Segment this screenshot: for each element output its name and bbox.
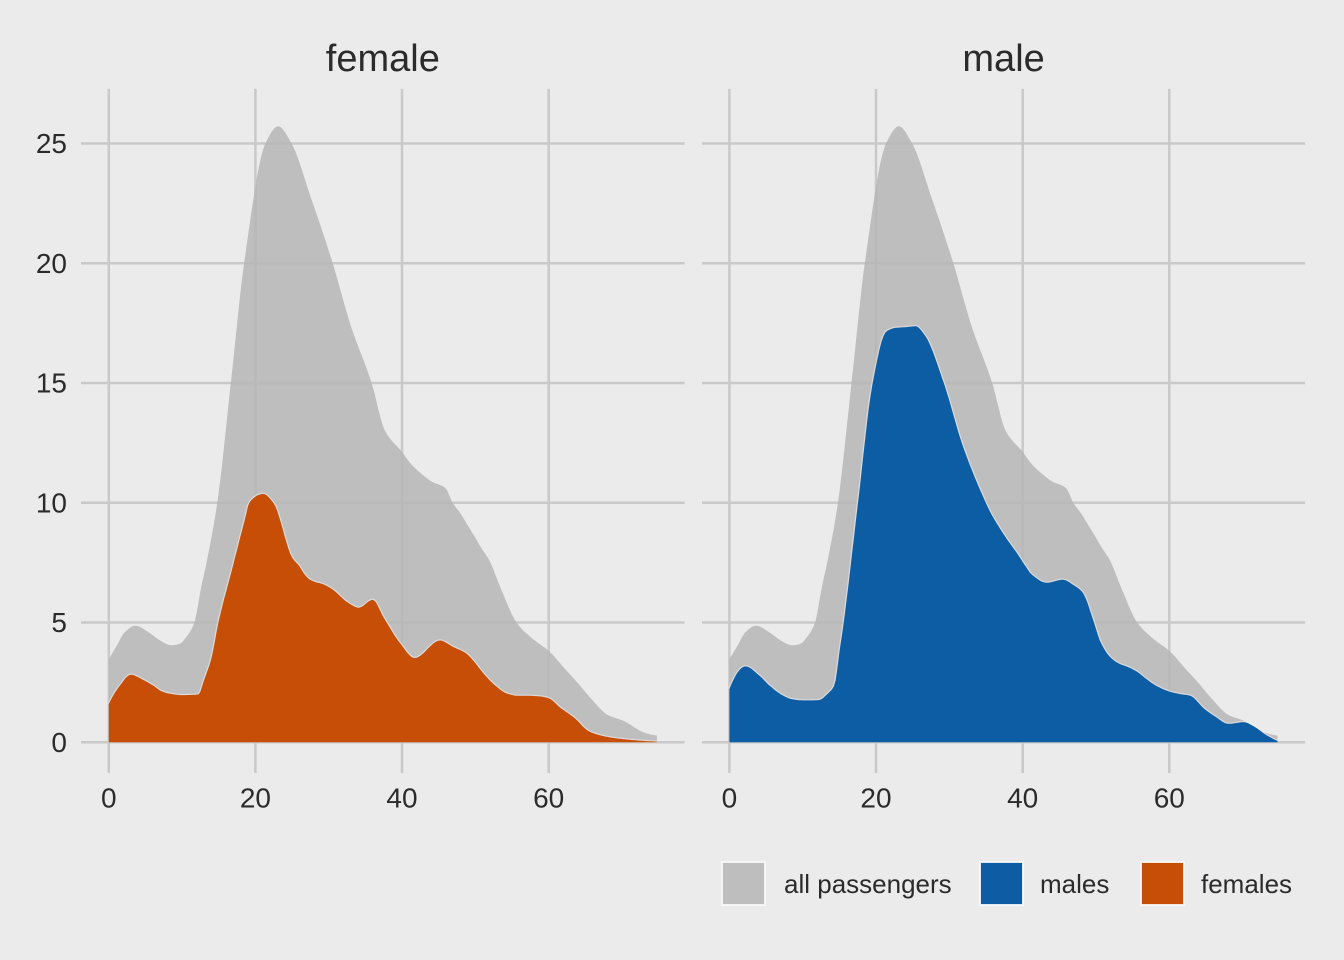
svg-text:0: 0	[51, 727, 67, 758]
svg-text:40: 40	[1007, 783, 1038, 814]
svg-text:20: 20	[36, 248, 67, 279]
svg-text:20: 20	[240, 783, 271, 814]
svg-text:25: 25	[36, 128, 67, 159]
svg-text:15: 15	[36, 368, 67, 399]
svg-text:females: females	[1201, 869, 1292, 899]
svg-text:60: 60	[1154, 783, 1185, 814]
svg-text:all passengers: all passengers	[784, 869, 952, 899]
svg-text:20: 20	[860, 783, 891, 814]
svg-text:0: 0	[722, 783, 738, 814]
svg-text:60: 60	[533, 783, 564, 814]
svg-text:male: male	[962, 38, 1044, 80]
svg-text:10: 10	[36, 487, 67, 518]
svg-text:0: 0	[101, 783, 117, 814]
svg-text:40: 40	[386, 783, 417, 814]
svg-text:males: males	[1040, 869, 1109, 899]
svg-text:5: 5	[51, 607, 67, 638]
svg-text:female: female	[326, 38, 440, 80]
